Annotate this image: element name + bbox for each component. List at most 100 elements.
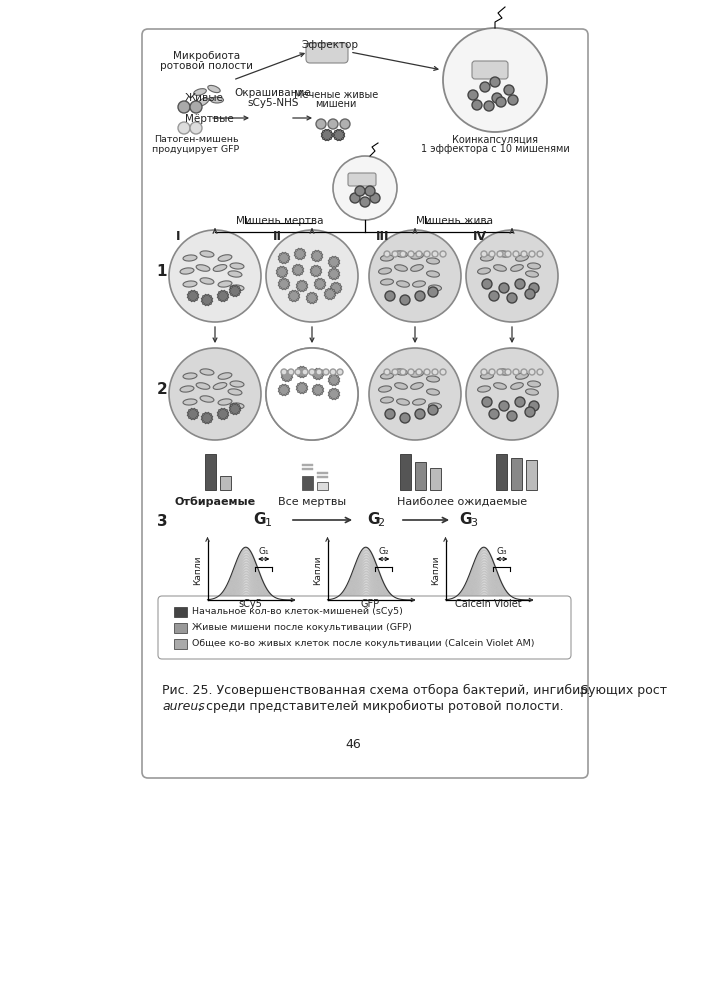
Circle shape bbox=[484, 101, 494, 111]
Text: Микробиота: Микробиота bbox=[173, 51, 240, 61]
Text: aureus: aureus bbox=[162, 700, 205, 712]
Ellipse shape bbox=[380, 397, 394, 403]
Circle shape bbox=[169, 230, 261, 322]
Bar bbox=[174, 623, 187, 633]
Polygon shape bbox=[278, 278, 290, 290]
Ellipse shape bbox=[214, 265, 227, 271]
Ellipse shape bbox=[228, 389, 242, 395]
Circle shape bbox=[468, 90, 478, 100]
Circle shape bbox=[415, 291, 425, 301]
Ellipse shape bbox=[218, 281, 232, 287]
Ellipse shape bbox=[397, 281, 409, 287]
Ellipse shape bbox=[413, 281, 426, 287]
Text: Живые: Живые bbox=[185, 93, 224, 103]
Text: , среди представителей микробиоты ротовой полости.: , среди представителей микробиоты ротово… bbox=[198, 699, 563, 713]
Ellipse shape bbox=[493, 383, 506, 389]
Text: G: G bbox=[254, 512, 267, 528]
Circle shape bbox=[505, 251, 511, 257]
Bar bbox=[415, 462, 426, 490]
Circle shape bbox=[432, 369, 438, 375]
Text: Отбираемые: Отбираемые bbox=[175, 497, 255, 507]
Circle shape bbox=[178, 101, 190, 113]
Circle shape bbox=[340, 119, 350, 129]
Circle shape bbox=[537, 369, 543, 375]
Circle shape bbox=[408, 251, 414, 257]
Circle shape bbox=[337, 369, 343, 375]
Ellipse shape bbox=[426, 389, 440, 395]
Circle shape bbox=[497, 369, 503, 375]
Ellipse shape bbox=[477, 386, 491, 392]
Circle shape bbox=[369, 348, 461, 440]
Text: продуцирует GFP: продуцирует GFP bbox=[153, 144, 240, 153]
Text: 1: 1 bbox=[264, 518, 271, 528]
Ellipse shape bbox=[214, 383, 227, 389]
Ellipse shape bbox=[395, 251, 407, 257]
Ellipse shape bbox=[218, 399, 232, 405]
Circle shape bbox=[499, 283, 509, 293]
Text: Начальное кол-во клеток-мишеней (sCy5): Начальное кол-во клеток-мишеней (sCy5) bbox=[192, 607, 403, 616]
Polygon shape bbox=[276, 266, 288, 278]
Ellipse shape bbox=[510, 265, 523, 271]
Circle shape bbox=[190, 122, 202, 134]
Text: Живые мишени после кокультивации (GFP): Живые мишени после кокультивации (GFP) bbox=[192, 624, 412, 633]
Circle shape bbox=[472, 100, 482, 110]
Polygon shape bbox=[296, 382, 308, 394]
Polygon shape bbox=[201, 294, 213, 306]
Ellipse shape bbox=[477, 268, 491, 274]
Ellipse shape bbox=[395, 369, 407, 375]
Polygon shape bbox=[333, 129, 345, 141]
Circle shape bbox=[480, 82, 490, 92]
Ellipse shape bbox=[200, 369, 214, 375]
Circle shape bbox=[424, 251, 430, 257]
Ellipse shape bbox=[428, 285, 441, 291]
FancyBboxPatch shape bbox=[158, 596, 571, 659]
Bar bbox=[302, 464, 313, 466]
Circle shape bbox=[400, 295, 410, 305]
Circle shape bbox=[330, 369, 336, 375]
Circle shape bbox=[392, 369, 398, 375]
Text: Эффектор: Эффектор bbox=[301, 40, 358, 50]
Bar bbox=[400, 454, 411, 490]
Bar bbox=[317, 472, 328, 474]
Ellipse shape bbox=[228, 271, 242, 277]
Text: Наиболее ожидаемые: Наиболее ожидаемые bbox=[397, 497, 527, 507]
Text: GFP: GFP bbox=[361, 599, 380, 609]
Circle shape bbox=[489, 291, 499, 301]
Bar bbox=[174, 639, 187, 649]
Polygon shape bbox=[201, 412, 213, 424]
Polygon shape bbox=[217, 408, 229, 420]
Circle shape bbox=[328, 119, 338, 129]
Ellipse shape bbox=[411, 265, 423, 271]
Ellipse shape bbox=[498, 251, 510, 257]
Circle shape bbox=[515, 279, 525, 289]
Ellipse shape bbox=[200, 396, 214, 402]
Circle shape bbox=[525, 407, 535, 417]
Circle shape bbox=[295, 369, 301, 375]
Text: 3: 3 bbox=[470, 518, 477, 528]
Circle shape bbox=[481, 251, 487, 257]
Bar bbox=[205, 454, 216, 490]
Polygon shape bbox=[187, 290, 199, 302]
Polygon shape bbox=[278, 252, 290, 264]
Text: Окрашивание: Окрашивание bbox=[235, 88, 311, 98]
Polygon shape bbox=[294, 248, 306, 260]
Bar bbox=[174, 607, 187, 617]
Circle shape bbox=[466, 348, 558, 440]
Polygon shape bbox=[229, 403, 241, 415]
Ellipse shape bbox=[218, 373, 232, 379]
Text: G₂: G₂ bbox=[378, 546, 389, 556]
Circle shape bbox=[360, 197, 370, 207]
Ellipse shape bbox=[230, 285, 244, 291]
Text: sCy5-NHS: sCy5-NHS bbox=[247, 98, 299, 108]
Circle shape bbox=[529, 369, 535, 375]
Polygon shape bbox=[292, 264, 304, 276]
Circle shape bbox=[525, 289, 535, 299]
Ellipse shape bbox=[481, 373, 493, 379]
Text: Патоген-мишень: Патоген-мишень bbox=[153, 135, 238, 144]
Polygon shape bbox=[229, 285, 241, 297]
Text: 1 эффектора с 10 мишенями: 1 эффектора с 10 мишенями bbox=[421, 144, 569, 154]
Text: Calcein Violet: Calcein Violet bbox=[455, 599, 521, 609]
Polygon shape bbox=[321, 129, 333, 141]
Circle shape bbox=[190, 101, 202, 113]
Bar bbox=[430, 468, 441, 490]
